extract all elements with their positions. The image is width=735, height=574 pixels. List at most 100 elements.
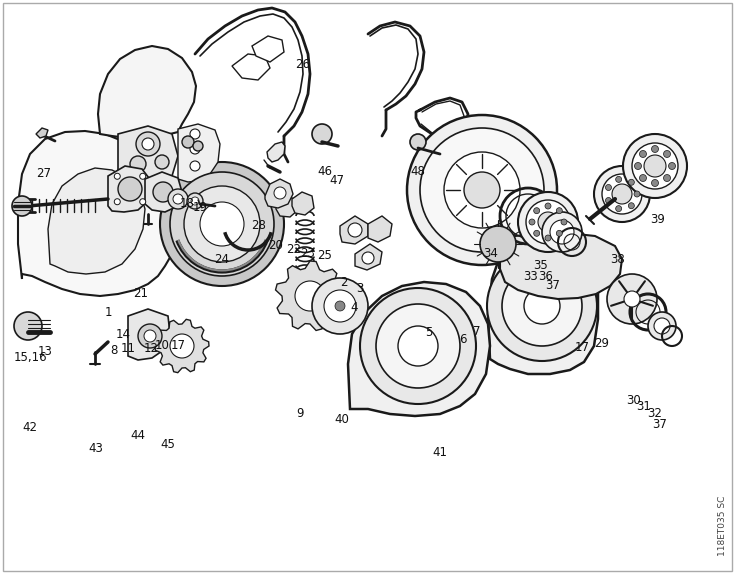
Text: 29: 29 (594, 337, 609, 350)
Circle shape (452, 174, 528, 250)
Circle shape (651, 180, 659, 187)
Circle shape (114, 173, 121, 179)
Text: 32: 32 (647, 407, 662, 420)
Circle shape (153, 182, 173, 202)
Circle shape (140, 199, 146, 205)
Circle shape (144, 330, 156, 342)
Text: 17: 17 (171, 339, 185, 352)
Circle shape (545, 203, 551, 209)
Circle shape (594, 166, 650, 222)
Circle shape (118, 177, 142, 201)
Text: 5: 5 (425, 327, 432, 339)
Circle shape (438, 160, 542, 264)
Circle shape (612, 184, 632, 204)
Circle shape (190, 144, 200, 154)
Circle shape (487, 251, 597, 361)
Text: 35: 35 (533, 259, 548, 272)
Circle shape (155, 155, 169, 169)
Polygon shape (276, 261, 345, 331)
Circle shape (561, 219, 567, 225)
Circle shape (550, 220, 574, 244)
Circle shape (534, 208, 539, 214)
Circle shape (312, 278, 368, 334)
Circle shape (190, 129, 200, 139)
Circle shape (114, 199, 121, 205)
Text: 24: 24 (215, 253, 229, 266)
Circle shape (606, 197, 612, 204)
Text: 27: 27 (37, 167, 51, 180)
Text: 38: 38 (610, 253, 625, 266)
Text: 3: 3 (356, 282, 364, 294)
Circle shape (184, 186, 260, 262)
Text: 36: 36 (538, 270, 553, 283)
Circle shape (376, 304, 460, 388)
Circle shape (274, 187, 286, 199)
Circle shape (669, 162, 675, 169)
Circle shape (173, 194, 183, 204)
Polygon shape (18, 131, 182, 296)
Polygon shape (36, 128, 48, 138)
Circle shape (634, 191, 640, 197)
Polygon shape (355, 244, 382, 270)
Text: 17: 17 (575, 341, 589, 354)
Circle shape (644, 155, 666, 177)
Text: 21: 21 (134, 288, 148, 300)
Text: 42: 42 (22, 421, 37, 434)
Polygon shape (276, 196, 298, 217)
Text: 6: 6 (459, 333, 467, 346)
Circle shape (664, 150, 670, 157)
Text: 13: 13 (38, 345, 53, 358)
Text: 7: 7 (473, 325, 480, 338)
Circle shape (168, 189, 188, 209)
Circle shape (607, 274, 657, 324)
Polygon shape (232, 54, 270, 80)
Circle shape (200, 202, 244, 246)
Circle shape (624, 291, 640, 307)
Circle shape (664, 174, 670, 181)
Text: 47: 47 (329, 174, 344, 187)
Circle shape (639, 174, 647, 181)
Circle shape (628, 203, 634, 209)
Polygon shape (267, 142, 285, 162)
Text: 18: 18 (180, 197, 195, 210)
Text: 43: 43 (88, 443, 103, 455)
Circle shape (518, 192, 578, 252)
Circle shape (193, 141, 203, 151)
Circle shape (545, 235, 551, 241)
Polygon shape (98, 46, 196, 138)
Text: 31: 31 (637, 400, 651, 413)
Text: 14: 14 (116, 328, 131, 340)
Polygon shape (128, 309, 170, 360)
Circle shape (312, 124, 332, 144)
Circle shape (556, 208, 562, 214)
Text: 15,16: 15,16 (14, 351, 48, 363)
Circle shape (170, 172, 274, 276)
Circle shape (191, 197, 199, 205)
Circle shape (140, 173, 146, 179)
Circle shape (639, 150, 647, 157)
Polygon shape (48, 168, 145, 274)
Circle shape (534, 230, 539, 236)
Polygon shape (292, 192, 314, 215)
Circle shape (136, 132, 160, 156)
Circle shape (502, 266, 582, 346)
Text: 40: 40 (334, 413, 349, 425)
Circle shape (14, 312, 42, 340)
Circle shape (651, 145, 659, 153)
Circle shape (634, 162, 642, 169)
Polygon shape (265, 179, 293, 208)
Circle shape (648, 312, 676, 340)
Text: 37: 37 (545, 280, 560, 292)
Text: 30: 30 (626, 394, 641, 407)
Circle shape (324, 290, 356, 322)
Circle shape (628, 179, 634, 185)
Circle shape (160, 162, 284, 286)
Circle shape (623, 134, 687, 198)
Circle shape (616, 205, 622, 212)
Text: 20: 20 (268, 239, 283, 252)
Text: 41: 41 (432, 446, 447, 459)
Circle shape (444, 152, 520, 228)
Polygon shape (488, 230, 598, 374)
Text: 19: 19 (193, 201, 207, 214)
Text: 1: 1 (105, 307, 112, 319)
